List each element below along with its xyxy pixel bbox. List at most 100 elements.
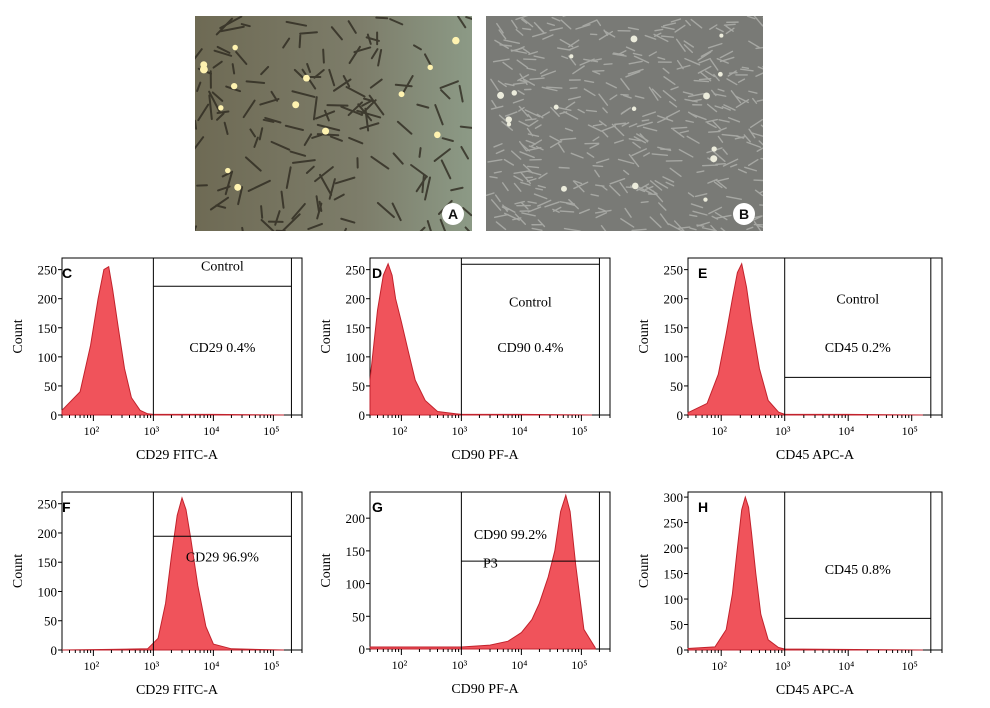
gate-label: Control [836, 293, 879, 308]
bright-cell [231, 83, 237, 89]
y-tick-label: 50 [670, 379, 683, 394]
y-tick-label: 100 [664, 592, 684, 607]
panel-letter: G [372, 499, 383, 515]
cell-shape [604, 64, 612, 65]
cell-shape [703, 165, 718, 166]
y-tick-label: 100 [664, 350, 684, 365]
histogram-area [688, 264, 923, 415]
y-tick-label: 200 [346, 511, 366, 526]
x-tick-label: 10³ [452, 658, 468, 672]
cell-shape [642, 120, 648, 121]
bright-cell [718, 72, 723, 77]
micrograph-a: A [195, 16, 472, 231]
y-tick-label: 250 [664, 516, 684, 531]
bright-cell [399, 91, 405, 97]
x-tick-label: 10⁴ [511, 658, 527, 672]
plot-frame [688, 492, 942, 650]
y-axis-label: Count [319, 553, 334, 587]
histogram-area [62, 498, 284, 650]
photo-label-a: A [442, 203, 464, 225]
bright-cell [711, 146, 716, 151]
x-tick-label: 10⁵ [902, 659, 918, 673]
x-tick-label: 10³ [775, 659, 791, 673]
x-axis-label: CD29 FITC-A [136, 448, 219, 463]
y-tick-label: 200 [664, 292, 684, 307]
y-axis-label: Count [637, 554, 652, 588]
bright-cell [632, 183, 639, 190]
bright-cell [234, 184, 241, 191]
x-tick-label: 10⁴ [203, 424, 219, 438]
y-tick-label: 200 [38, 526, 58, 541]
y-tick-label: 0 [51, 408, 58, 423]
x-tick-label: 10⁵ [571, 424, 587, 438]
cell-shape [724, 24, 735, 25]
x-axis-label: CD29 FITC-A [136, 683, 219, 698]
y-tick-label: 200 [38, 292, 58, 307]
x-axis-label: CD45 APC-A [776, 683, 855, 698]
cell-shape [327, 105, 347, 106]
micrograph-b-image [486, 16, 763, 231]
x-tick-label: 10⁵ [902, 424, 918, 438]
x-tick-label: 10⁴ [838, 424, 854, 438]
bright-cell [507, 122, 511, 126]
bright-cell [232, 45, 238, 51]
x-tick-label: 10⁴ [203, 659, 219, 673]
x-tick-label: 10² [392, 658, 408, 672]
cell-shape [760, 205, 763, 206]
cell-shape [261, 206, 262, 218]
cell-shape [419, 148, 420, 157]
cell-shape [672, 127, 687, 128]
panel-letter: E [698, 265, 707, 281]
x-axis-label: CD90 PF-A [451, 448, 519, 463]
y-axis-label: Count [637, 319, 652, 353]
y-tick-label: 300 [664, 490, 684, 505]
cell-shape [754, 180, 763, 181]
cell-shape [195, 121, 196, 129]
y-tick-label: 150 [346, 544, 366, 559]
cell-shape [709, 131, 720, 132]
bright-cell [452, 37, 459, 44]
panel-letter: F [62, 499, 71, 515]
y-tick-label: 250 [38, 263, 58, 278]
bright-cell [631, 36, 638, 43]
gate-stat: CD45 0.2% [825, 341, 891, 356]
y-tick-label: 0 [677, 643, 684, 658]
bright-cell [218, 105, 223, 110]
y-tick-label: 250 [346, 263, 366, 278]
photo-label-b: B [733, 203, 755, 225]
bright-cell [703, 93, 710, 100]
y-tick-label: 100 [346, 350, 366, 365]
y-tick-label: 200 [346, 292, 366, 307]
y-tick-label: 0 [359, 408, 366, 423]
bright-cell [561, 186, 567, 192]
x-axis-label: CD90 PF-A [451, 682, 519, 697]
cell-shape [700, 79, 711, 80]
x-tick-label: 10⁴ [511, 424, 527, 438]
x-tick-label: 10² [84, 424, 100, 438]
y-axis-label: Count [319, 319, 334, 353]
x-tick-label: 10³ [144, 659, 160, 673]
y-tick-label: 250 [38, 497, 58, 512]
cell-shape [376, 18, 387, 19]
y-tick-label: 50 [44, 379, 57, 394]
x-tick-label: 10³ [452, 424, 468, 438]
bright-cell [225, 168, 230, 173]
x-tick-label: 10² [711, 424, 727, 438]
y-tick-label: 100 [38, 584, 58, 599]
cell-shape [570, 88, 577, 89]
y-tick-label: 150 [346, 321, 366, 336]
y-tick-label: 50 [352, 609, 365, 624]
y-tick-label: 250 [664, 263, 684, 278]
bright-cell [303, 75, 310, 82]
y-tick-label: 150 [664, 321, 684, 336]
y-tick-label: 150 [38, 555, 58, 570]
micrograph-a-image [195, 16, 472, 231]
x-axis-label: CD45 APC-A [776, 448, 855, 463]
bright-cell [719, 34, 723, 38]
x-tick-label: 10⁴ [838, 659, 854, 673]
cell-shape [300, 35, 301, 47]
